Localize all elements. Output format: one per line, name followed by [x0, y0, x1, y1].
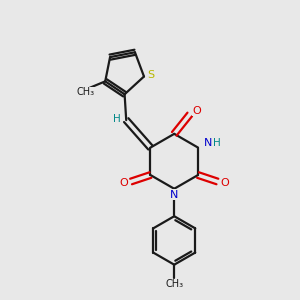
Text: S: S [148, 70, 155, 80]
Text: H: H [213, 138, 220, 148]
Text: O: O [220, 178, 229, 188]
Text: O: O [193, 106, 201, 116]
Text: H: H [113, 113, 121, 124]
Text: O: O [120, 178, 128, 188]
Text: CH₃: CH₃ [77, 87, 95, 97]
Text: N: N [203, 138, 212, 148]
Text: CH₃: CH₃ [165, 279, 183, 289]
Text: N: N [170, 190, 178, 200]
